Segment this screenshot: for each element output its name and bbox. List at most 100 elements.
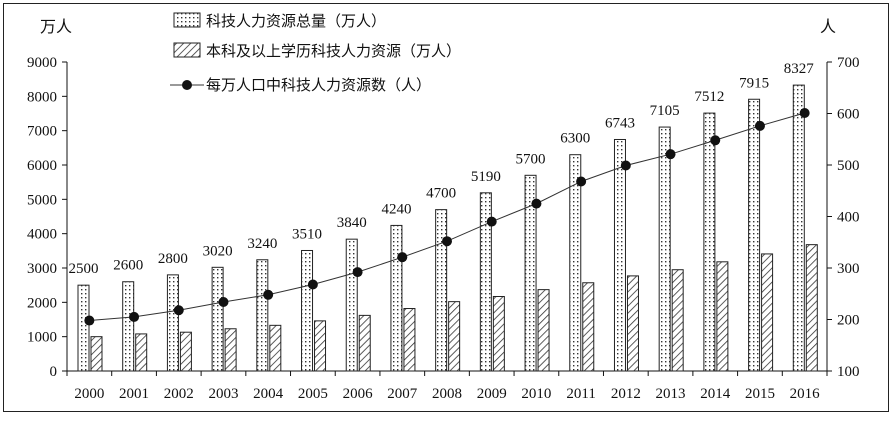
left-tick-label: 6000 xyxy=(27,158,57,174)
bar-bachelor-2008 xyxy=(448,301,461,372)
series-total-bars xyxy=(77,84,805,372)
left-tick-label: 0 xyxy=(50,364,58,380)
data-label-2015: 7915 xyxy=(739,75,769,91)
bar-bachelor-2011 xyxy=(582,282,595,372)
bar-bachelor-2000 xyxy=(90,336,103,372)
bar-total-2009 xyxy=(479,192,492,372)
data-labels: 2500 2600 2800 3020 3240 3510 3840 4240 4700 5190… xyxy=(69,61,815,277)
bar-total-2008 xyxy=(435,209,448,372)
x-tick-label: 2016 xyxy=(790,386,821,402)
x-tick-label: 2007 xyxy=(387,386,418,402)
left-tick-label: 5000 xyxy=(27,192,57,208)
right-tick-label: 600 xyxy=(837,107,860,123)
bar-total-2014 xyxy=(703,112,716,372)
left-tick-label: 2000 xyxy=(27,295,57,311)
data-label-2005: 3510 xyxy=(292,226,322,242)
bar-bachelor-2015 xyxy=(761,253,774,372)
bar-bachelor-2004 xyxy=(269,324,282,372)
data-label-2006: 3840 xyxy=(337,215,367,231)
bar-total-2016 xyxy=(792,84,805,372)
data-label-2014: 7512 xyxy=(694,89,724,105)
bar-bachelor-2002 xyxy=(179,331,192,372)
per-10k-point-2002 xyxy=(173,305,184,316)
legend-swatch-bachelor xyxy=(173,42,201,58)
bar-bachelor-2009 xyxy=(492,295,505,372)
x-tick-label: 2008 xyxy=(432,386,462,402)
data-label-2002: 2800 xyxy=(158,251,188,267)
x-tick-label: 2003 xyxy=(208,386,238,402)
bar-bachelor-2005 xyxy=(314,320,327,372)
data-label-2000: 2500 xyxy=(69,261,99,277)
bar-bachelor-2003 xyxy=(224,328,237,372)
per-10k-point-2007 xyxy=(397,252,408,263)
data-label-2009: 5190 xyxy=(471,169,501,185)
bar-bachelor-2016 xyxy=(805,244,818,372)
per-10k-point-2012 xyxy=(620,160,631,171)
bar-total-2000 xyxy=(77,284,90,372)
series-per-10k-line xyxy=(84,107,810,326)
x-tick-label: 2011 xyxy=(566,386,595,402)
bar-total-2012 xyxy=(613,138,626,372)
right-tick-label: 400 xyxy=(837,210,860,226)
x-tick-label: 2006 xyxy=(343,386,374,402)
bar-bachelor-2014 xyxy=(716,261,729,372)
data-label-2010: 5700 xyxy=(516,151,546,167)
data-label-2013: 7105 xyxy=(650,103,680,119)
x-tick-label: 2002 xyxy=(164,386,194,402)
left-axis-ticks: 0 1000 2000 3000 4000 5000 6000 7000 8000 9000 xyxy=(27,55,67,380)
bar-total-2003 xyxy=(211,266,224,372)
bar-total-2015 xyxy=(748,98,761,372)
x-tick-label: 2005 xyxy=(298,386,328,402)
bar-total-2002 xyxy=(166,274,179,372)
per-10k-point-2003 xyxy=(218,296,229,307)
x-tick-label: 2009 xyxy=(477,386,507,402)
bar-total-2007 xyxy=(390,224,403,372)
right-axis-ticks: 100 200 300 400 500 600 700 xyxy=(827,55,860,380)
legend-label-per-10k: 每万人口中科技人力资源数（人） xyxy=(206,76,431,94)
legend-swatch-total xyxy=(173,12,201,28)
x-tick-label: 2000 xyxy=(74,386,104,402)
bar-total-2005 xyxy=(301,249,314,372)
per-10k-point-2010 xyxy=(531,198,542,209)
bar-total-2011 xyxy=(569,154,582,372)
bar-bachelor-2010 xyxy=(537,289,550,372)
x-tick-label: 2015 xyxy=(745,386,775,402)
left-tick-label: 3000 xyxy=(27,261,57,277)
per-10k-point-2016 xyxy=(799,107,810,118)
left-tick-label: 4000 xyxy=(27,227,57,243)
per-10k-point-2014 xyxy=(710,135,721,146)
data-label-2008: 4700 xyxy=(426,186,456,202)
right-tick-label: 100 xyxy=(837,364,860,380)
data-label-2012: 6743 xyxy=(605,115,635,131)
x-tick-label: 2013 xyxy=(656,386,686,402)
left-tick-label: 7000 xyxy=(27,124,57,140)
chart-frame xyxy=(3,3,889,412)
x-tick-label: 2004 xyxy=(253,386,284,402)
right-tick-label: 700 xyxy=(837,55,860,71)
series-bachelor-bars xyxy=(90,244,818,372)
per-10k-point-2006 xyxy=(352,267,363,278)
per-10k-point-2013 xyxy=(665,149,676,160)
left-axis-unit: 万人 xyxy=(40,17,72,36)
left-tick-label: 8000 xyxy=(27,89,57,105)
per-10k-point-2004 xyxy=(263,289,274,300)
right-tick-label: 500 xyxy=(837,158,860,174)
per-10k-point-2000 xyxy=(84,315,95,326)
right-tick-label: 200 xyxy=(837,313,860,329)
legend: 科技人力资源总量（万人） 本科及以上学历科技人力资源（万人） 每万人口中科技人力… xyxy=(170,12,461,94)
data-label-2004: 3240 xyxy=(247,236,277,252)
bar-bachelor-2007 xyxy=(403,308,416,372)
x-tick-label: 2001 xyxy=(119,386,149,402)
bar-total-2013 xyxy=(658,126,671,372)
bar-total-2004 xyxy=(256,259,269,372)
data-label-2001: 2600 xyxy=(113,258,143,274)
bar-bachelor-2013 xyxy=(671,269,684,372)
bar-bachelor-2001 xyxy=(135,333,148,372)
left-tick-label: 9000 xyxy=(27,55,57,71)
data-label-2011: 6300 xyxy=(560,131,590,147)
per-10k-point-2011 xyxy=(576,176,587,187)
x-tick-label: 2014 xyxy=(700,386,731,402)
data-label-2016: 8327 xyxy=(784,61,815,77)
per-10k-point-2009 xyxy=(486,216,497,227)
